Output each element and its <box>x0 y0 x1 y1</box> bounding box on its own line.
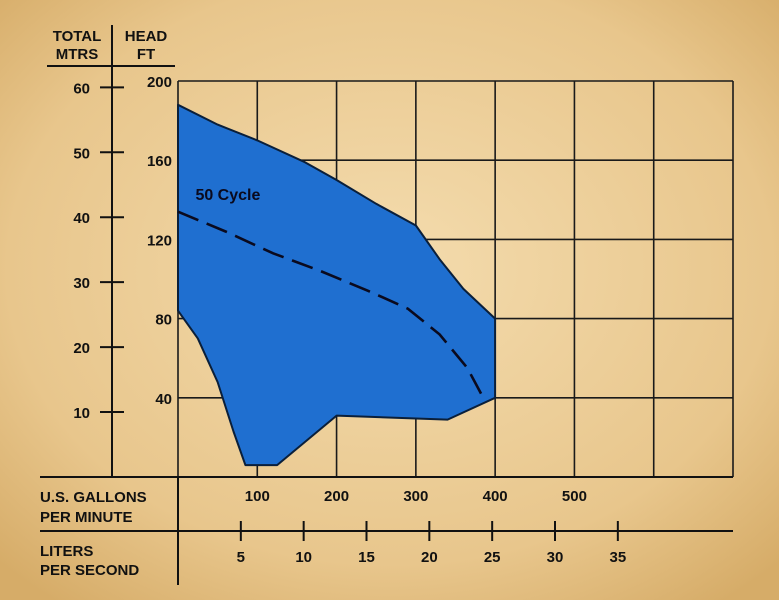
ft-tick-label: 40 <box>155 391 172 408</box>
lps-tick-label: 10 <box>295 549 312 566</box>
head-ft-header-1: HEAD <box>125 28 168 45</box>
lps-tick-label: 25 <box>484 549 501 566</box>
meter-tick-label: 30 <box>73 275 90 292</box>
meter-tick-label: 40 <box>73 210 90 227</box>
meter-tick-label: 60 <box>73 80 90 97</box>
ft-tick-label: 80 <box>155 312 172 329</box>
annotation-50-cycle: 50 Cycle <box>195 187 260 204</box>
gpm-tick-label: 300 <box>403 488 428 505</box>
lps-tick-label: 20 <box>421 549 438 566</box>
gpm-tick-label: 500 <box>562 488 587 505</box>
meter-tick-label: 50 <box>73 145 90 162</box>
meter-tick-label: 20 <box>73 340 90 357</box>
gpm-tick-label: 200 <box>324 488 349 505</box>
lps-label-1: LITERS <box>40 543 93 560</box>
head-ft-header-2: FT <box>137 46 155 63</box>
lps-tick-label: 15 <box>358 549 375 566</box>
ft-tick-label: 120 <box>147 232 172 249</box>
total-mtrs-header-2: MTRS <box>56 46 99 63</box>
ft-tick-label: 160 <box>147 153 172 170</box>
lps-tick-label: 5 <box>237 549 245 566</box>
lps-tick-label: 30 <box>547 549 564 566</box>
dashed-curve-50-cycle <box>177 210 485 399</box>
total-mtrs-header-1: TOTAL <box>53 28 102 45</box>
plot-series: 50 Cycle <box>177 103 497 467</box>
lps-label-2: PER SECOND <box>40 562 139 579</box>
gpm-tick-label: 400 <box>483 488 508 505</box>
operating-region <box>177 103 497 467</box>
ft-tick-label: 200 <box>147 74 172 91</box>
lps-tick-label: 35 <box>609 549 626 566</box>
axes: 40 80 120 160 200 10 20 30 40 50 60 100 200 300 400 500… <box>40 25 733 585</box>
meter-tick-label: 10 <box>73 405 90 422</box>
gpm-tick-label: 100 <box>245 488 270 505</box>
gpm-label-1: U.S. GALLONS <box>40 489 147 506</box>
gpm-label-2: PER MINUTE <box>40 509 133 526</box>
